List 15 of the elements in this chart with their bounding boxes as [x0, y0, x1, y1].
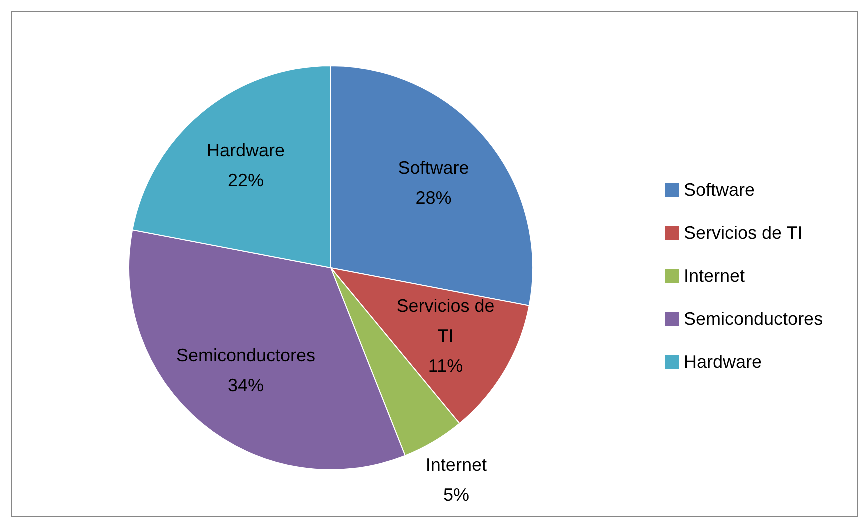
legend-label: Servicios de TI [684, 223, 803, 243]
data-label: 34% [228, 376, 264, 396]
legend-label: Internet [684, 266, 746, 286]
slice-label: Semiconductores [176, 346, 316, 366]
data-label: 22% [228, 170, 264, 190]
legend-label: Hardware [684, 352, 762, 372]
legend-label: Semiconductores [684, 309, 824, 329]
data-label: 28% [416, 188, 452, 208]
data-label: 5% [443, 485, 470, 506]
legend-label: Software [684, 180, 756, 200]
slice-label: Software [398, 158, 470, 178]
data-label: 11% [428, 356, 464, 376]
slice-label: Hardware [207, 140, 286, 160]
slice-label: Servicios de TI [396, 296, 495, 346]
slice-label: Internet [426, 455, 487, 476]
